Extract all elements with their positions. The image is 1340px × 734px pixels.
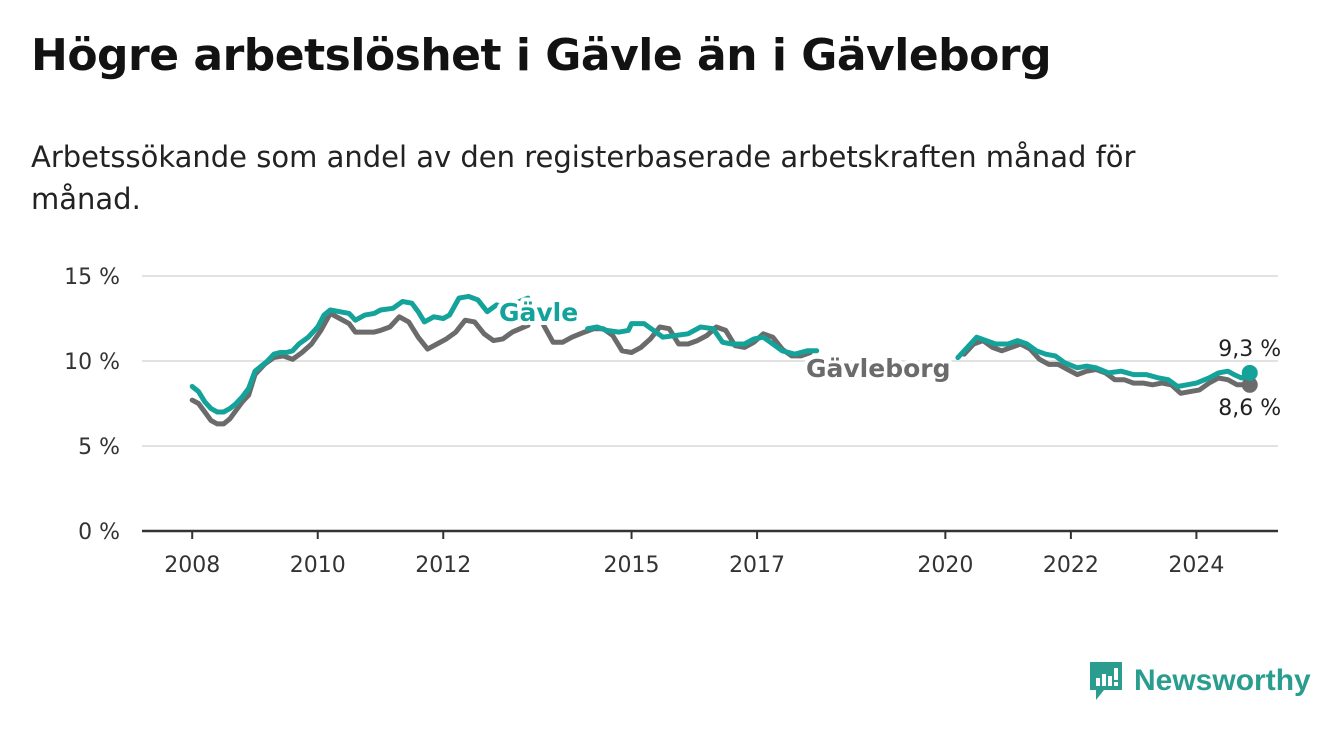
series-label-gavleborg-halo: Gävleborg [806, 354, 951, 383]
y-tick-label: 0 % [78, 520, 120, 545]
grid-lines [142, 275, 1278, 533]
y-tick-label: 10 % [64, 350, 120, 375]
brand-name: Newsworthy [1134, 664, 1311, 697]
x-tick-label: 2010 [290, 553, 346, 578]
line-chart: 0 %5 %10 %15 % 2008 2010 2012 2015 2017 2020 2… [64, 265, 1281, 578]
end-marker-gavle [1241, 364, 1258, 381]
series-label-gavle-halo: Gävle [499, 298, 578, 327]
newsworthy-logo-icon [1090, 662, 1122, 700]
x-tick-label: 2017 [729, 553, 785, 578]
series-line-gavle [585, 321, 820, 357]
brand-logo[interactable]: Newsworthy [1088, 660, 1311, 702]
x-axis-ticks: 2008 2010 2012 2015 2017 2020 2022 2024 [164, 531, 1224, 578]
series-label-gavle: Gävle [499, 298, 578, 327]
end-marker-gavleborg [1241, 376, 1258, 393]
series-line-gavle [955, 334, 1253, 389]
y-tick-label: 5 % [78, 435, 120, 460]
series-line-gavle [189, 293, 531, 415]
chart-title: Högre arbetslöshet i Gävle än i Gävlebor… [31, 30, 1052, 81]
x-tick-label: 2008 [164, 553, 220, 578]
y-axis-ticks: 0 % 5 % 10 % 15 % [64, 265, 120, 545]
x-tick-label: 2015 [604, 553, 660, 578]
x-tick-label: 2022 [1043, 553, 1099, 578]
chart-subtitle: Arbetssökande som andel av den registerb… [31, 140, 1136, 216]
series-label-gavleborg: Gävleborg [806, 354, 951, 383]
end-label-gavle: 9,3 % [1218, 337, 1281, 362]
x-tick-label: 2020 [917, 553, 973, 578]
series-line-gavleborg [189, 310, 531, 427]
x-tick-label: 2012 [415, 553, 471, 578]
x-tick-label: 2024 [1168, 553, 1224, 578]
series-lines [189, 293, 1258, 427]
y-tick-label: 15 % [64, 265, 120, 290]
series-line-gavleborg [961, 338, 1253, 396]
end-label-gavleborg: 8,6 % [1218, 396, 1281, 421]
